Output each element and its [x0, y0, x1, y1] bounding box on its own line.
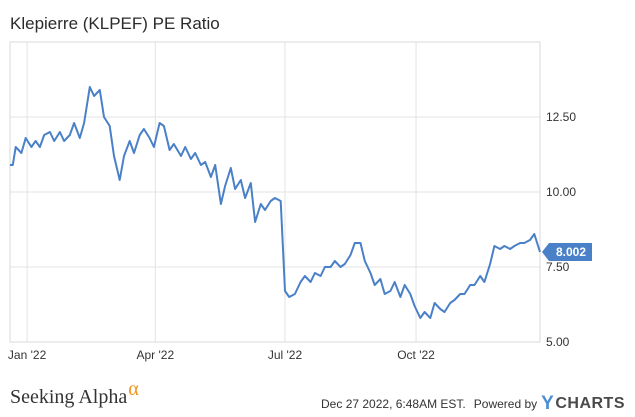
last-value-tag: 8.002 — [542, 243, 592, 261]
ycharts-logo: Y CHARTS — [541, 393, 625, 415]
pe-ratio-line — [10, 86, 541, 319]
ycharts-y-icon: Y — [541, 393, 555, 414]
last-value-label: 8.002 — [556, 245, 586, 259]
powered-by-text: Powered by — [473, 397, 538, 411]
x-tick-label: Apr '22 — [136, 348, 174, 362]
x-tick-label: Jul '22 — [268, 348, 303, 362]
y-tick-label: 10.00 — [546, 185, 576, 199]
brand-name: Seeking Alpha — [10, 386, 128, 408]
x-tick-label: Oct '22 — [397, 348, 435, 362]
y-tick-label: 5.00 — [546, 335, 570, 349]
axes — [9, 41, 541, 343]
y-tick-label: 12.50 — [546, 110, 576, 124]
series-layer — [10, 86, 541, 319]
plot-frame — [9, 41, 541, 343]
footer-credits: Dec 27 2022, 6:48AM EST. Powered by Y CHA… — [321, 393, 625, 415]
chart-title: Klepierre (KLPEF) PE Ratio — [10, 14, 220, 33]
ycharts-logo-text: CHARTS — [555, 395, 625, 412]
y-tick-label: 7.50 — [546, 260, 570, 274]
alpha-symbol: α — [128, 378, 139, 400]
tick-labels: 5.00 7.50 10.00 12.50 Jan '22 Apr '22 Jul '22 O… — [8, 110, 592, 362]
timestamp: Dec 27 2022, 6:48AM EST. — [321, 397, 466, 411]
x-tick-label: Jan '22 — [8, 348, 47, 362]
seeking-alpha-logo: Seeking Alphaα — [10, 378, 139, 409]
last-value-badge — [542, 243, 592, 261]
